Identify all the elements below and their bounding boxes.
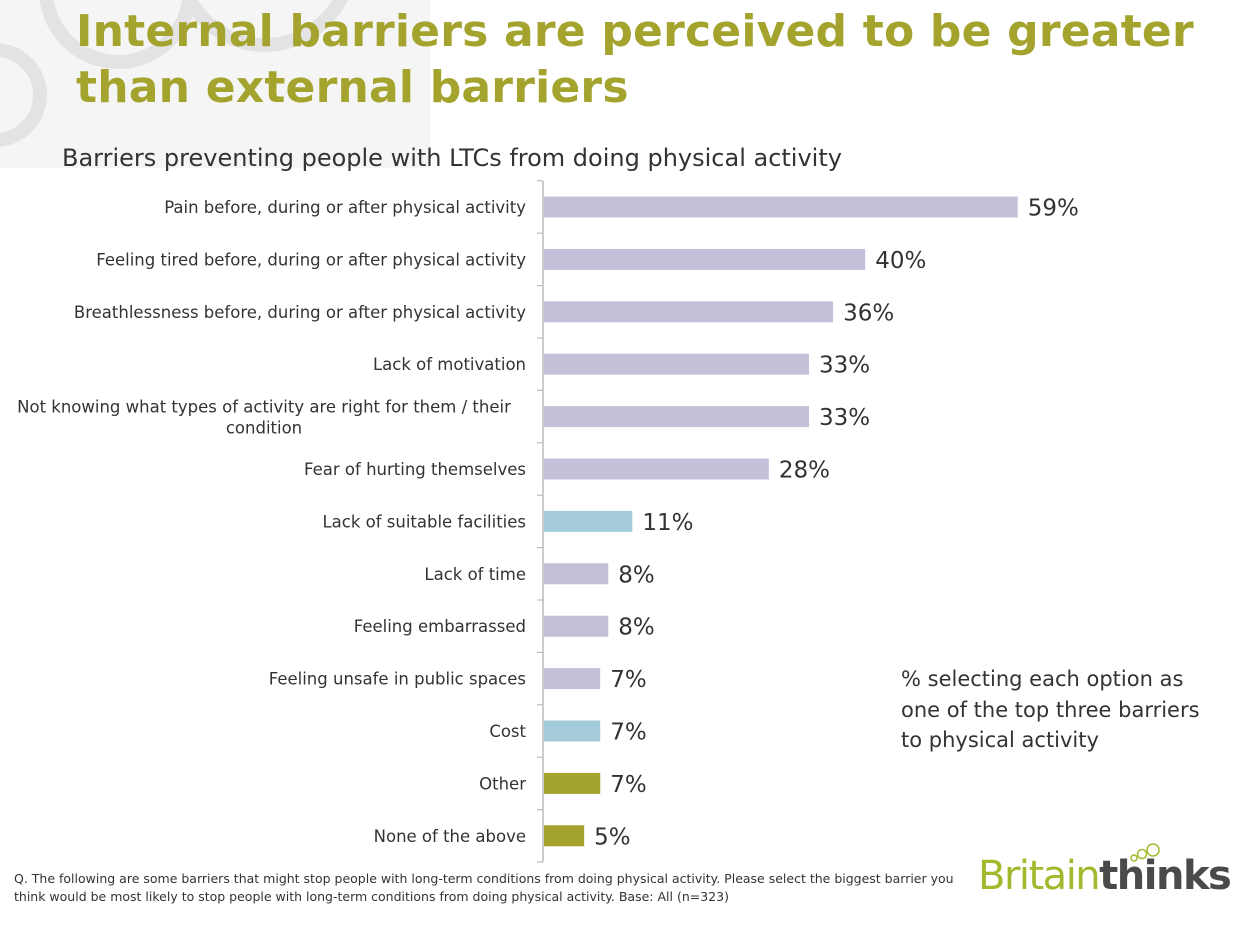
category-label: Fear of hurting themselves — [304, 460, 526, 479]
category-label: Cost — [489, 722, 526, 741]
category-label: Lack of motivation — [373, 355, 526, 374]
value-labels: 59% 40% 36% 33% 33% 28% 11% 8% 8% 7% 7% 7% 5% — [594, 196, 1079, 851]
bars-layer — [544, 196, 1018, 847]
bar — [544, 301, 834, 323]
value-label: 28% — [779, 458, 830, 484]
category-label: Feeling tired before, during or after ph… — [96, 250, 526, 269]
category-label: Not knowing what types of activity are r… — [17, 398, 511, 438]
logo-part-thinks: thinks — [1099, 853, 1232, 899]
britainthinks-logo: Britainthinks — [978, 843, 1238, 906]
bar — [544, 563, 609, 585]
value-label: 59% — [1028, 196, 1079, 222]
logo-rings-icon — [1130, 843, 1160, 862]
bar — [544, 772, 601, 794]
bar — [544, 615, 609, 637]
question-footnote: Q. The following are some barriers that … — [14, 871, 954, 904]
bar — [544, 668, 601, 690]
value-label: 11% — [642, 510, 693, 536]
category-label: Lack of time — [424, 565, 526, 584]
logo-part-britain: Britain — [978, 853, 1101, 899]
bar — [544, 825, 585, 847]
category-label: Lack of suitable facilities — [322, 512, 526, 531]
category-label: Feeling embarrassed — [354, 617, 526, 636]
category-label: Feeling unsafe in public spaces — [269, 670, 526, 689]
bar — [544, 510, 633, 532]
value-label: 7% — [610, 720, 647, 746]
chart-subtitle: Barriers preventing people with LTCs fro… — [62, 144, 842, 172]
value-label: 40% — [875, 248, 926, 274]
category-label: Breathlessness before, during or after p… — [74, 303, 526, 322]
value-label: 7% — [610, 667, 647, 693]
bar — [544, 406, 809, 428]
category-label: Other — [479, 774, 526, 793]
bar — [544, 353, 809, 375]
bar — [544, 458, 769, 480]
category-label: None of the above — [374, 827, 526, 846]
slide-title: Internal barriers are perceived to be gr… — [76, 6, 1194, 113]
value-label: 5% — [594, 824, 631, 850]
value-label: 33% — [819, 353, 870, 379]
bar — [544, 248, 866, 270]
y-axis — [537, 180, 544, 863]
chart-annotation: % selecting each option as one of the to… — [901, 667, 1200, 752]
value-label: 36% — [843, 300, 894, 326]
category-label: Pain before, during or after physical ac… — [164, 198, 526, 217]
value-label: 33% — [819, 405, 870, 431]
category-labels: Pain before, during or after physical ac… — [17, 198, 526, 846]
bar — [544, 720, 601, 742]
value-label: 8% — [618, 615, 655, 641]
value-label: 8% — [618, 562, 655, 588]
value-label: 7% — [610, 772, 647, 798]
bar — [544, 196, 1018, 218]
